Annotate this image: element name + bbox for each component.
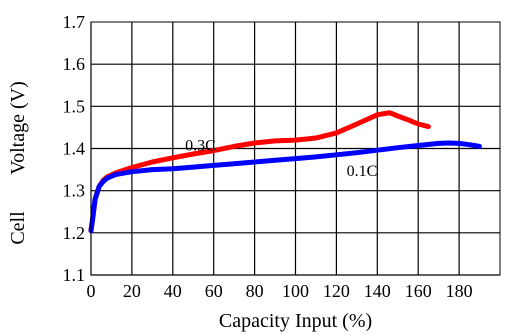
x-tick-label: 0 xyxy=(87,281,96,301)
x-tick-label: 180 xyxy=(446,281,473,301)
x-tick-labels: 0 20 40 60 80 100 120 140 160 180 xyxy=(87,281,473,301)
y-tick-label: 1.2 xyxy=(63,223,86,243)
y-tick-label: 1.1 xyxy=(63,265,86,285)
plot-frame xyxy=(90,21,501,276)
x-tick-label: 80 xyxy=(246,281,264,301)
y-axis-title-cell: Cell xyxy=(7,211,29,245)
x-tick-label: 20 xyxy=(123,281,141,301)
series-line-0-1c xyxy=(88,140,482,234)
x-axis-title: Capacity Input (%) xyxy=(219,310,372,332)
x-tick-label: 140 xyxy=(364,281,391,301)
series-annotations: 0.3C 0.1C xyxy=(185,138,377,180)
x-tick-label: 100 xyxy=(282,281,309,301)
y-axis-title-voltage: Voltage (V) xyxy=(7,81,29,175)
series-annotation: 0.1C xyxy=(347,163,378,180)
y-tick-label: 1.5 xyxy=(63,96,86,116)
y-tick-label: 1.7 xyxy=(63,12,86,32)
x-tick-label: 40 xyxy=(164,281,182,301)
series-annotation: 0.3C xyxy=(185,138,216,155)
x-tick-label: 60 xyxy=(205,281,223,301)
grid-lines xyxy=(90,22,500,276)
y-tick-label: 1.6 xyxy=(63,54,86,74)
x-tick-label: 160 xyxy=(405,281,432,301)
y-tick-labels: 1.1 1.2 1.3 1.4 1.5 1.6 1.7 xyxy=(63,12,86,285)
series-lines xyxy=(88,110,482,234)
y-tick-label: 1.4 xyxy=(63,139,86,159)
y-tick-label: 1.3 xyxy=(63,181,86,201)
x-tick-label: 120 xyxy=(323,281,350,301)
